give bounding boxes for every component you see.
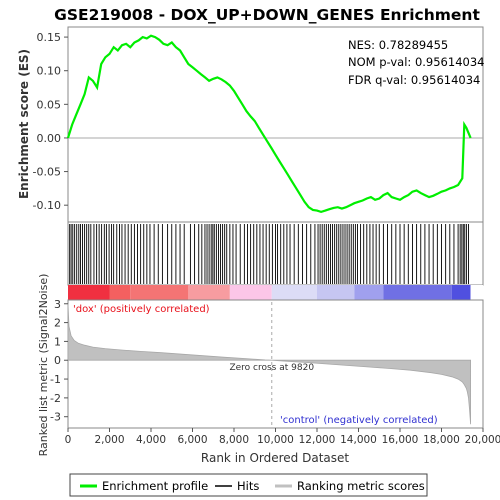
rank-color-segment [452, 285, 471, 300]
metric-y-tick-label: 2 [54, 317, 61, 330]
metric-y-tick-label: 3 [54, 298, 61, 311]
es-y-tick-label: 0.00 [37, 132, 62, 145]
legend: Enrichment profile Hits Ranking metric s… [70, 474, 427, 496]
rank-color-bar [68, 285, 483, 300]
metric-y-tick-label: 0 [54, 354, 61, 367]
positive-correlation-label: 'dox' (positively correlated) [73, 304, 210, 315]
rank-color-segment [272, 285, 317, 300]
rank-color-segment [354, 285, 383, 300]
x-tick-label: 20,000 [465, 434, 500, 446]
legend-enrichment-label: Enrichment profile [102, 479, 208, 493]
metric-y-tick-label: -2 [50, 392, 61, 405]
legend-metric-label: Ranking metric scores [297, 479, 425, 493]
x-tick-label: 18,000 [423, 434, 460, 446]
es-y-tick-label: -0.05 [33, 166, 61, 179]
hits-panel [68, 222, 483, 285]
metric-y-tick-label: -3 [50, 411, 61, 424]
x-axis: 0 2,000 4,000 6,000 8,000 10,000 12,000 14,000 1… [65, 428, 500, 446]
enrichment-panel: -0.10 -0.05 0.00 0.05 0.10 0.15 NES: 0.782894… [17, 27, 484, 222]
es-y-tick-label: 0.05 [37, 98, 62, 111]
negative-correlation-label: 'control' (negatively correlated) [280, 415, 438, 426]
legend-hits-label: Hits [237, 479, 259, 493]
metric-y-axis-label: Ranked list metric (Signal2Noise) [37, 274, 50, 457]
metric-panel: Zero cross at 9820 'dox' (positively cor… [37, 274, 483, 457]
x-tick-label: 12,000 [299, 434, 336, 446]
es-y-tick-label: -0.10 [33, 199, 61, 212]
rank-color-segment [130, 285, 188, 300]
x-axis-label: Rank in Ordered Dataset [201, 451, 349, 465]
x-tick-label: 0 [65, 434, 72, 446]
nom-pval-label: NOM p-val: 0.95614034 [348, 55, 484, 69]
rank-color-segment [110, 285, 131, 300]
chart-title: GSE219008 - DOX_UP+DOWN_GENES Enrichment [54, 6, 480, 24]
rank-color-segment [68, 285, 110, 300]
rank-color-segment [471, 285, 483, 300]
x-tick-label: 2,000 [94, 434, 124, 446]
rank-color-segment [188, 285, 230, 300]
es-y-axis: -0.10 -0.05 0.00 0.05 0.10 0.15 [33, 31, 68, 212]
x-tick-label: 6,000 [177, 434, 207, 446]
zero-cross-label: Zero cross at 9820 [229, 363, 314, 373]
rank-color-segment [317, 285, 354, 300]
es-y-tick-label: 0.15 [37, 31, 62, 44]
es-y-tick-label: 0.10 [37, 65, 62, 78]
x-tick-label: 16,000 [382, 434, 419, 446]
nes-label: NES: 0.78289455 [348, 38, 448, 52]
x-tick-label: 4,000 [136, 434, 166, 446]
x-tick-label: 10,000 [257, 434, 294, 446]
metric-y-tick-label: -1 [50, 373, 61, 386]
es-y-axis-label: Enrichment score (ES) [17, 49, 31, 199]
rank-color-segment [230, 285, 272, 300]
x-tick-label: 14,000 [340, 434, 377, 446]
fdr-qval-label: FDR q-val: 0.95614034 [348, 73, 480, 87]
rank-color-segment [383, 285, 451, 300]
x-tick-label: 8,000 [219, 434, 249, 446]
metric-y-tick-label: 1 [54, 335, 61, 348]
metric-y-axis: -3 -2 -1 0 1 2 3 [50, 298, 68, 424]
